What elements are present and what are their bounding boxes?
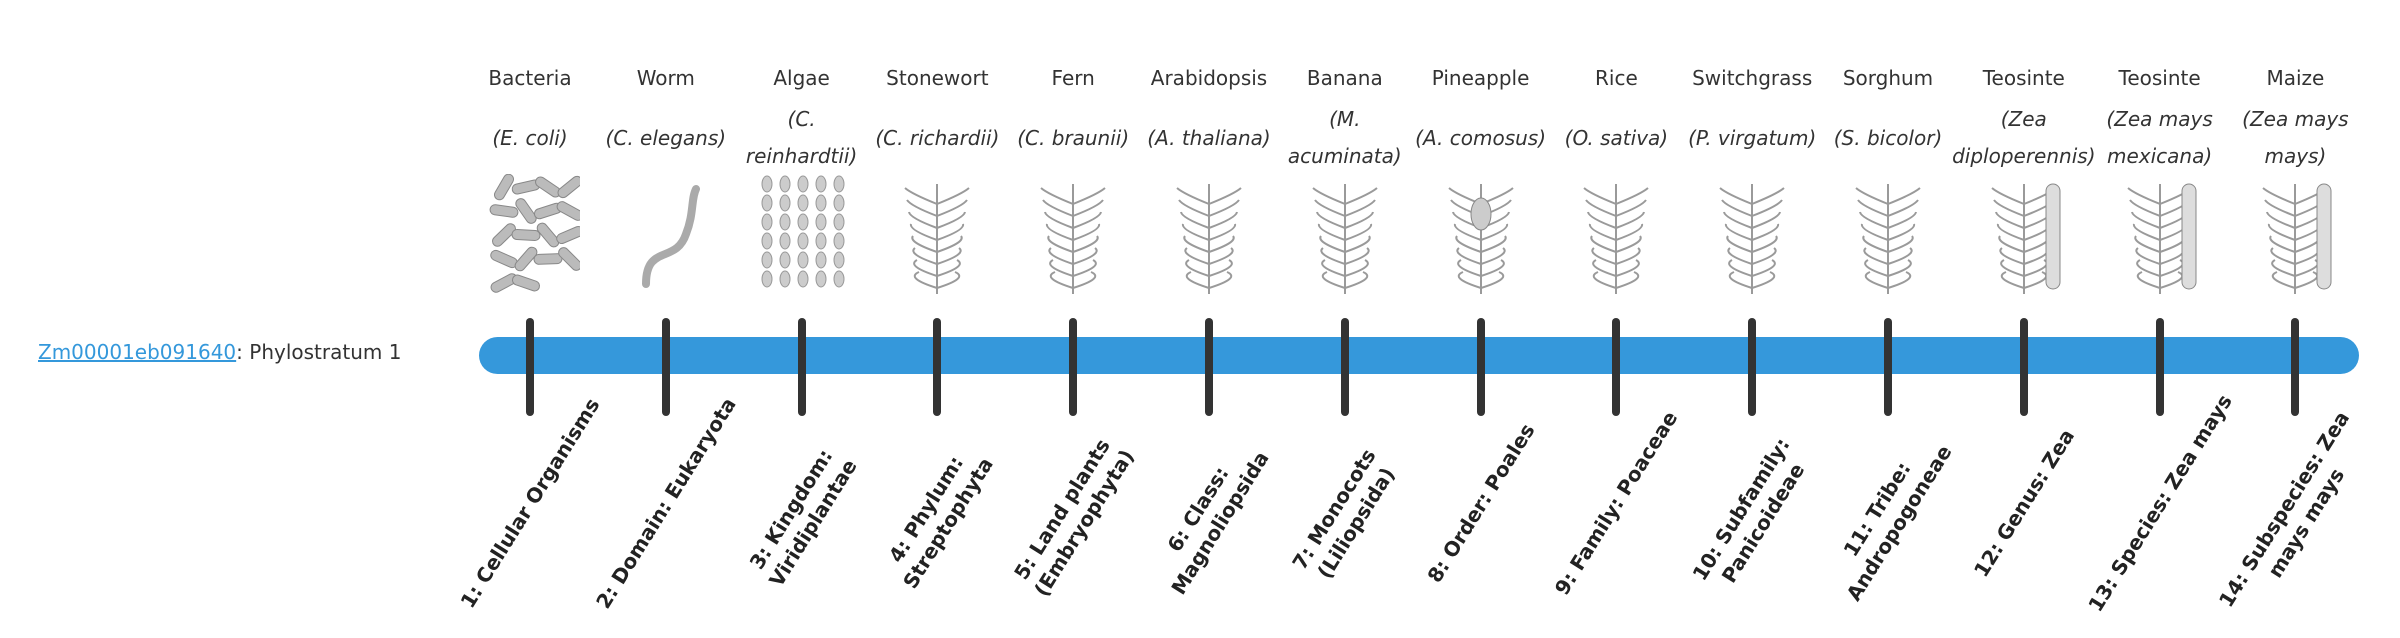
phylostrata-timeline-bar xyxy=(479,337,2359,374)
stratum-rank-label: 2: Domain: Eukaryota xyxy=(590,393,741,613)
latin-text: (C. reinhardtii) xyxy=(745,107,858,168)
organism-latin-name: (O. sativa) xyxy=(1548,108,1684,168)
organism-common-name: Teosinte xyxy=(1982,66,2065,90)
organism-common-name: Switchgrass xyxy=(1692,66,1813,90)
stratum-tick xyxy=(1069,318,1078,416)
latin-text: (Zea mays mays) xyxy=(2242,107,2349,168)
organism-common-name: Sorghum xyxy=(1842,66,1934,90)
organism-common-name: Worm xyxy=(636,66,695,90)
bacteria-illustration-icon xyxy=(480,173,584,296)
organism-common-name: Maize xyxy=(2266,66,2325,90)
latin-text: (C. braunii) xyxy=(1017,125,1130,150)
stratum-rank-label: 9: Family: Poaceae xyxy=(1550,406,1683,600)
organism-latin-name: (C. elegans) xyxy=(598,108,734,168)
organism-common-name: Pineapple xyxy=(1431,66,1530,90)
pineapple-illustration-icon xyxy=(1431,174,1531,296)
stratum-tick xyxy=(2155,318,2164,416)
stratum-tick xyxy=(2019,318,2028,416)
gene-id-link[interactable]: Zm00001eb091640 xyxy=(38,340,237,364)
algae-illustration-icon xyxy=(752,174,852,296)
latin-text: (C. richardii) xyxy=(875,125,1000,150)
organism-common-name: Banana xyxy=(1306,66,1383,90)
organism-latin-name: (S. bicolor) xyxy=(1820,108,1956,168)
arabidopsis-illustration-icon xyxy=(1159,174,1259,296)
organism-common-name: Stonewort xyxy=(886,66,989,90)
organism-common-name: Rice xyxy=(1595,66,1638,90)
latin-text: (Zea mays mexicana) xyxy=(2106,107,2213,168)
organism-latin-name: (E. coli) xyxy=(462,108,598,168)
organism-latin-name: (A. comosus) xyxy=(1413,108,1549,168)
stratum-tick xyxy=(933,318,942,416)
latin-text: (A. thaliana) xyxy=(1147,125,1271,150)
stratum-rank-label: 1: Cellular Organisms xyxy=(455,393,605,613)
latin-text: (M. acuminata) xyxy=(1287,107,1402,168)
latin-text: (S. bicolor) xyxy=(1833,125,1943,150)
stratum-tick xyxy=(1748,318,1757,416)
worm-illustration-icon xyxy=(616,174,716,296)
organism-latin-name: (C. reinhardtii) xyxy=(734,107,870,168)
organism-latin-name: (Zea mays mays) xyxy=(2227,107,2363,168)
phylostratum-text: : Phylostratum 1 xyxy=(236,340,402,364)
latin-text: (A. comosus) xyxy=(1415,125,1547,150)
rice-illustration-icon xyxy=(1566,174,1666,296)
organism-common-name: Algae xyxy=(773,66,830,90)
stratum-tick xyxy=(1612,318,1621,416)
organism-latin-name: (P. virgatum) xyxy=(1684,108,1820,168)
organism-common-name: Arabidopsis xyxy=(1150,66,1268,90)
maize-illustration-icon xyxy=(2245,174,2345,296)
organism-common-name: Teosinte xyxy=(2118,66,2201,90)
sorghum-illustration-icon xyxy=(1838,174,1938,296)
latin-text: (E. coli) xyxy=(492,125,568,150)
fern-illustration-icon xyxy=(1023,174,1123,296)
stratum-tick xyxy=(2291,318,2300,416)
organism-latin-name: (Zea diploperennis) xyxy=(1952,107,2095,168)
organism-latin-name: (A. thaliana) xyxy=(1141,108,1277,168)
organism-latin-name: (Zea mays mexicana) xyxy=(2092,107,2228,168)
stratum-tick xyxy=(526,318,534,416)
banana-illustration-icon xyxy=(1295,174,1395,296)
switchgrass-illustration-icon xyxy=(1702,174,1802,296)
stratum-tick xyxy=(797,318,806,416)
stratum-rank-label: 13: Species: Zea mays xyxy=(2082,390,2237,616)
stratum-tick xyxy=(1884,318,1892,416)
stratum-rank-label: 14: Subspecies: Zea mays mays xyxy=(2214,406,2355,612)
latin-text: (O. sativa) xyxy=(1564,125,1669,150)
latin-text: (C. elegans) xyxy=(605,125,727,150)
organism-latin-name: (M. acuminata) xyxy=(1277,107,1413,168)
stratum-tick xyxy=(661,318,670,416)
gene-label: Zm00001eb091640: Phylostratum 1 xyxy=(38,340,401,364)
organism-latin-name: (C. richardii) xyxy=(869,108,1005,168)
organism-common-name: Fern xyxy=(1051,66,1095,90)
stratum-tick xyxy=(1476,318,1485,416)
organism-latin-name: (C. braunii) xyxy=(1005,108,1141,168)
latin-text: (Zea diploperennis) xyxy=(1952,107,2096,168)
stratum-tick xyxy=(1205,318,1213,416)
organism-common-name: Bacteria xyxy=(488,66,572,90)
stonewort-illustration-icon xyxy=(887,174,987,296)
teosinte-mexicana-illustration-icon xyxy=(2110,174,2210,296)
latin-text: (P. virgatum) xyxy=(1688,125,1817,150)
stratum-tick xyxy=(1340,318,1349,416)
teosinte-illustration-icon xyxy=(1974,174,2074,296)
